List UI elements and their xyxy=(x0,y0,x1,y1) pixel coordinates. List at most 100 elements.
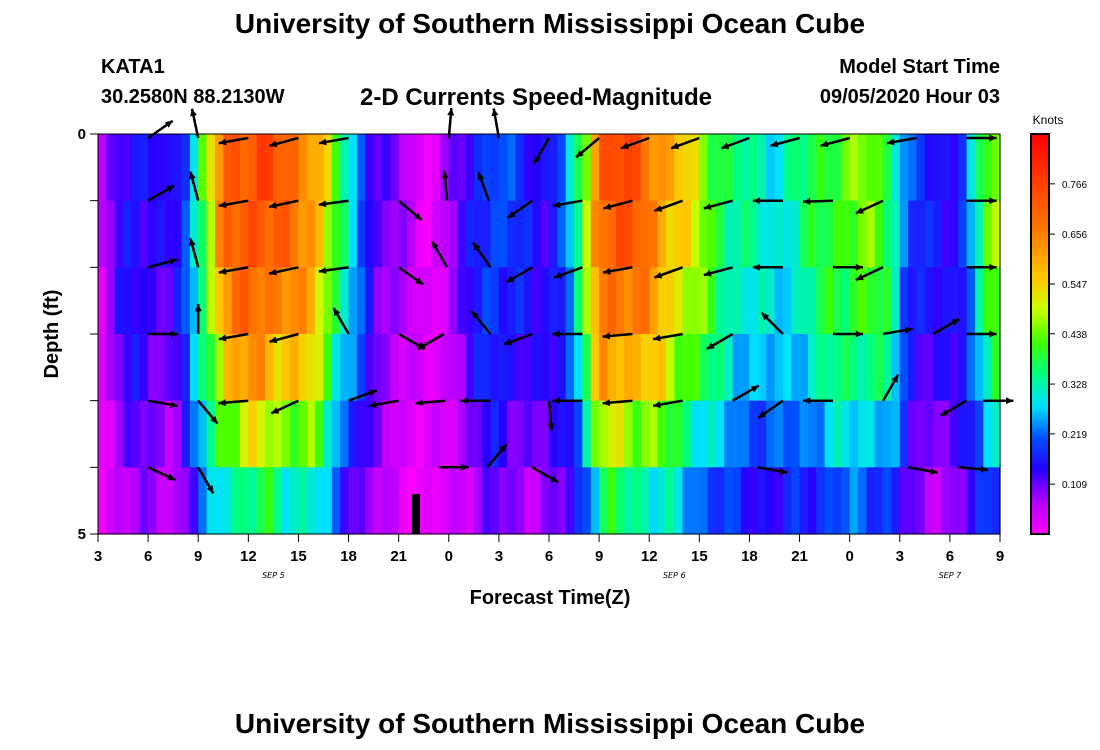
heatmap-cell xyxy=(807,267,817,335)
heatmap-cell xyxy=(574,200,584,268)
heatmap-cell xyxy=(966,200,976,268)
heatmap-cell xyxy=(732,334,742,402)
heatmap-cell xyxy=(273,467,283,535)
heatmap-cell xyxy=(933,267,943,335)
heatmap-cell xyxy=(983,400,993,468)
heatmap-cell xyxy=(398,467,408,535)
current-vector xyxy=(958,465,989,473)
current-vector xyxy=(397,266,424,286)
heatmap-cell xyxy=(749,467,759,535)
chart-title: 2-D Currents Speed-Magnitude xyxy=(360,84,713,111)
heatmap-cell xyxy=(507,400,517,468)
heatmap-cell xyxy=(432,400,442,468)
heatmap-cell xyxy=(348,267,358,335)
heatmap-cell xyxy=(173,334,183,402)
heatmap-cell xyxy=(490,400,500,468)
heatmap-cell xyxy=(273,200,283,268)
current-vector xyxy=(882,374,900,402)
heatmap-cell xyxy=(949,334,959,402)
heatmap-cell xyxy=(924,134,934,202)
heatmap-cell xyxy=(273,334,283,402)
heatmap-cell xyxy=(340,400,350,468)
heatmap-cell xyxy=(807,134,817,202)
heatmap-cell xyxy=(473,334,483,402)
heatmap-cell xyxy=(189,200,199,268)
heatmap-cell xyxy=(231,200,241,268)
heatmap-cell xyxy=(699,267,709,335)
heatmap-cell xyxy=(766,334,776,402)
heatmap-cell xyxy=(323,334,333,402)
heatmap-cell xyxy=(624,400,634,468)
heatmap-cell xyxy=(883,334,893,402)
heatmap-cell xyxy=(515,200,525,268)
heatmap-cell xyxy=(582,267,592,335)
current-vector xyxy=(270,399,299,415)
heatmap-cell xyxy=(281,134,291,202)
heatmap-cell xyxy=(774,200,784,268)
heatmap-cell xyxy=(883,400,893,468)
heatmap-cell xyxy=(256,467,266,535)
heatmap-cell xyxy=(515,134,525,202)
heatmap-cell xyxy=(741,267,751,335)
heatmap-cell xyxy=(348,134,358,202)
heatmap-cell xyxy=(841,334,851,402)
heatmap-cell xyxy=(649,134,659,202)
current-vector xyxy=(470,310,492,335)
heatmap-cell xyxy=(173,400,183,468)
heatmap-cell xyxy=(173,267,183,335)
heatmap-cell xyxy=(465,467,475,535)
heatmap-cell xyxy=(123,134,133,202)
heatmap-cell xyxy=(649,200,659,268)
x-tick-label: 6 xyxy=(946,548,954,565)
heatmap-cell xyxy=(949,200,959,268)
heatmap-cell xyxy=(916,334,926,402)
heatmap-cell xyxy=(281,267,291,335)
current-vector xyxy=(882,326,913,336)
heatmap-cell xyxy=(766,200,776,268)
heatmap-cell xyxy=(498,134,508,202)
heatmap-cell xyxy=(415,400,425,468)
heatmap-cell xyxy=(640,467,650,535)
heatmap-cell xyxy=(415,334,425,402)
heatmap-cell xyxy=(239,267,249,335)
heatmap-cell xyxy=(582,400,592,468)
heatmap-cell xyxy=(407,200,416,268)
heatmap-cell xyxy=(799,467,809,535)
colorbar-tick-label: 0.766 xyxy=(1062,180,1087,191)
heatmap-cell xyxy=(457,400,467,468)
heatmap-cell xyxy=(214,134,224,202)
heatmap-cell xyxy=(891,467,901,535)
heatmap-cell xyxy=(916,267,926,335)
heatmap-cell xyxy=(189,334,199,402)
heatmap-cell xyxy=(106,400,116,468)
x-tick-label: 6 xyxy=(545,548,553,565)
heatmap-cell xyxy=(223,200,233,268)
heatmap-cell xyxy=(841,267,851,335)
heatmap-cell xyxy=(390,200,400,268)
heatmap-cell xyxy=(156,267,166,335)
heatmap-cell xyxy=(983,134,993,202)
heatmap-cell xyxy=(974,267,984,335)
heatmap-cell xyxy=(473,200,483,268)
heatmap-cell xyxy=(148,200,158,268)
heatmap-cell xyxy=(699,200,709,268)
heatmap-cell xyxy=(123,400,133,468)
heatmap-cell xyxy=(331,267,341,335)
heatmap-cell xyxy=(390,467,400,535)
heatmap-cell xyxy=(682,134,692,202)
current-vector xyxy=(803,397,833,405)
heatmap-cell xyxy=(966,400,976,468)
heatmap-cell xyxy=(624,134,634,202)
heatmap-cell xyxy=(198,200,208,268)
current-vector xyxy=(553,266,583,279)
heatmap-cell xyxy=(549,400,558,468)
heatmap-cell xyxy=(565,134,575,202)
heatmap-cell xyxy=(866,400,876,468)
heatmap-cell xyxy=(716,134,725,202)
current-vector xyxy=(966,330,997,338)
heatmap-cell xyxy=(640,134,650,202)
current-vector xyxy=(757,399,784,419)
heatmap-cell xyxy=(716,200,725,268)
current-vector xyxy=(218,199,249,209)
heatmap-cell xyxy=(381,200,391,268)
